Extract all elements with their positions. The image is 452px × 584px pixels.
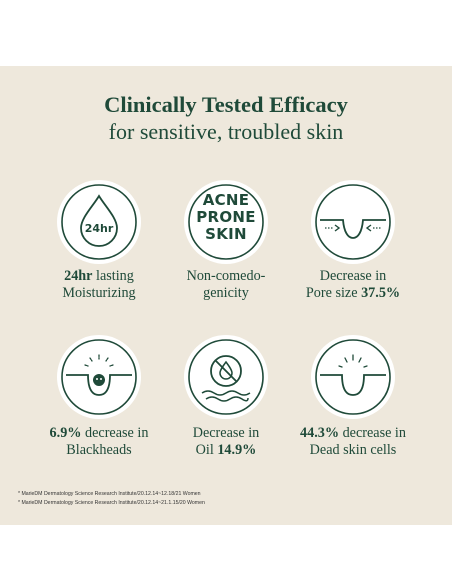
- pore-line1: Decrease in: [319, 268, 387, 284]
- footnotes: * MarieDM Dermatology Science Research I…: [18, 490, 205, 508]
- moisturizing-text: lasting: [92, 268, 134, 284]
- dead-skin-icon-circle: [311, 335, 395, 419]
- moisturizing-icon-circle: 24hr: [57, 180, 141, 264]
- noncomedo-line1: Non-comedo-: [186, 268, 266, 284]
- feature-label-oil: Decrease in Oil 14.9%: [151, 425, 301, 459]
- footnote-2: * MarieDM Dermatology Science Research I…: [18, 500, 205, 506]
- feature-label-pore: Decrease in Pore size 37.5%: [278, 268, 428, 302]
- water-drop-24hr-icon: 24hr: [61, 184, 137, 260]
- badge-line-acne: ACNE: [202, 191, 250, 209]
- oil-icon-circle: [184, 335, 268, 419]
- no-oil-icon: [188, 339, 264, 415]
- main-title: Clinically Tested Efficacy: [104, 92, 348, 117]
- feature-label-noncomedogenic: Non-comedo- genicity: [151, 268, 301, 302]
- dead-skin-line2: Dead skin cells: [309, 442, 397, 458]
- acne-badge-circle: ACNE PRONE SKIN: [184, 180, 268, 264]
- blackheads-line2: Blackheads: [66, 442, 132, 458]
- moisturizing-value: 24hr: [64, 268, 93, 284]
- content-background: [0, 66, 452, 525]
- oil-value: 14.9%: [217, 442, 257, 458]
- subtitle: for sensitive, troubled skin: [108, 119, 344, 144]
- noncomedo-line2: genicity: [203, 285, 249, 301]
- blackhead-icon-circle: [57, 335, 141, 419]
- pore-shrink-icon: [315, 184, 391, 260]
- badge-line-skin: SKIN: [205, 225, 247, 243]
- feature-label-moisturizing: 24hr lasting Moisturizing: [24, 268, 174, 302]
- pore-text: Pore size: [305, 285, 362, 301]
- dead-skin-value: 44.3%: [300, 425, 340, 441]
- dead-skin-icon: [315, 339, 391, 415]
- blackheads-value: 6.9%: [49, 425, 82, 441]
- feature-label-dead-skin: 44.3% decrease in Dead skin cells: [278, 425, 428, 459]
- pore-icon-circle: [311, 180, 395, 264]
- drop-label: 24hr: [85, 222, 114, 235]
- badge-line-prone: PRONE: [196, 208, 256, 226]
- feature-label-blackheads: 6.9% decrease in Blackheads: [24, 425, 174, 459]
- blackheads-text: decrease in: [81, 425, 149, 441]
- pore-value: 37.5%: [361, 285, 401, 301]
- footnote-1: * MarieDM Dermatology Science Research I…: [18, 491, 201, 497]
- moisturizing-line2: Moisturizing: [62, 285, 136, 301]
- acne-prone-skin-badge: [188, 184, 264, 260]
- dead-skin-text: decrease in: [339, 425, 406, 441]
- blackhead-pore-icon: [61, 339, 137, 415]
- oil-line1: Decrease in: [192, 425, 260, 441]
- oil-text: Oil: [195, 442, 218, 458]
